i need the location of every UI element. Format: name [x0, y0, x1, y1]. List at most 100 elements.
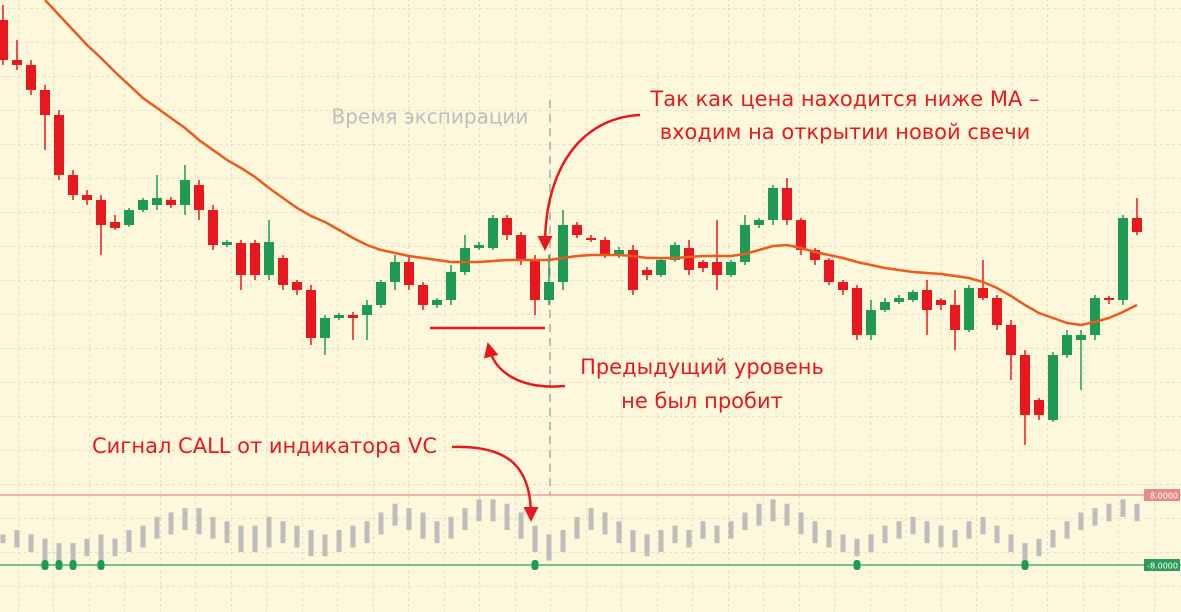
candle-body — [978, 288, 988, 298]
indicator-bar — [966, 521, 972, 539]
indicator-bar — [770, 499, 776, 522]
candle-body — [530, 260, 540, 300]
candle-body — [446, 272, 456, 300]
indicator-bar — [392, 503, 398, 526]
candle-body — [208, 210, 218, 245]
annotation: не был пробит — [621, 389, 783, 413]
indicator-bar — [630, 530, 636, 552]
indicator-bar — [672, 525, 678, 544]
candle-body — [390, 262, 400, 282]
indicator-bar — [994, 525, 1000, 544]
indicator-bar — [462, 508, 468, 530]
indicator-bar — [1092, 508, 1098, 526]
candle-body — [1090, 298, 1100, 335]
candle-body — [1076, 335, 1086, 340]
indicator-bar — [28, 534, 34, 552]
indicator-bar — [616, 521, 622, 544]
candle-body — [950, 305, 960, 330]
indicator-bar — [182, 508, 188, 530]
indicator-bar — [378, 512, 384, 535]
indicator-bar — [1064, 521, 1070, 539]
indicator-bar — [266, 516, 272, 548]
signal-dot — [97, 560, 105, 570]
candle-body — [642, 270, 652, 275]
indicator-bar — [952, 530, 958, 548]
annotation: входим на открытии новой свечи — [660, 120, 1031, 144]
indicator-bar — [0, 534, 6, 544]
indicator-bar — [140, 525, 146, 548]
candle-body — [1006, 325, 1016, 355]
indicator-bar — [742, 512, 748, 530]
arrow — [451, 445, 539, 522]
candle-body — [96, 200, 106, 225]
indicator-bar — [546, 534, 552, 561]
indicator-bar — [1120, 499, 1126, 517]
indicator-bar — [1050, 530, 1056, 548]
candle-body — [1034, 400, 1044, 415]
indicator-bar — [1134, 503, 1140, 522]
candle-body — [12, 60, 22, 65]
indicator-bar — [126, 530, 132, 552]
signal-dot — [41, 560, 49, 570]
indicator-bar — [308, 530, 314, 557]
candle-body — [432, 300, 442, 305]
indicator-bar — [812, 521, 818, 544]
indicator-bar — [448, 516, 454, 539]
indicator-bar — [798, 512, 804, 535]
indicator-bar — [196, 508, 202, 535]
indicator-bar — [602, 512, 608, 535]
candle-body — [782, 188, 792, 220]
indicator-bar — [588, 508, 594, 530]
candle-body — [278, 258, 288, 285]
indicator-bar — [728, 521, 734, 539]
indicator-bar — [42, 538, 48, 561]
indicator-bar — [14, 530, 20, 548]
candle-body — [54, 115, 64, 175]
signal-dot — [531, 560, 539, 570]
annotation: Предыдущий уровень — [580, 355, 824, 379]
candle-body — [516, 235, 526, 260]
candle-body — [1132, 218, 1142, 232]
indicator-bar — [210, 516, 216, 539]
candle-body — [250, 243, 260, 275]
candle-body — [670, 245, 680, 260]
candle-body — [922, 290, 932, 310]
candle-body — [740, 225, 750, 262]
candle-body — [810, 250, 820, 260]
indicator-bar — [714, 525, 720, 544]
candle-body — [614, 250, 624, 255]
indicator-bar — [826, 530, 832, 548]
candle-body — [852, 288, 862, 335]
annotation: Время экспирации — [332, 105, 529, 129]
level-label: 8.0000 — [1150, 492, 1178, 501]
annotation: Сигнал CALL от индикатора VC — [92, 434, 437, 458]
indicator-bar — [420, 512, 426, 539]
indicator-bar — [924, 521, 930, 544]
indicator-bar — [98, 534, 104, 561]
indicator-bar — [154, 516, 160, 539]
indicator-bar — [840, 534, 846, 552]
candle-body — [82, 195, 92, 200]
candle-body — [0, 20, 8, 60]
indicator-bar — [112, 538, 118, 557]
annotation: Так как цена находится ниже МА – — [649, 87, 1039, 111]
candle-body — [586, 238, 596, 240]
candle-body — [754, 220, 764, 225]
candle-body — [502, 218, 512, 235]
candle-body — [908, 292, 918, 300]
indicator-bar — [406, 508, 412, 530]
candle-body — [698, 262, 708, 268]
candle-body — [1118, 218, 1128, 300]
candle-body — [768, 188, 778, 220]
level-label-box — [1144, 489, 1180, 501]
indicator-bar — [238, 525, 244, 552]
indicator-bar — [686, 530, 692, 548]
indicator-bar — [1008, 534, 1014, 552]
candle-body — [880, 302, 890, 310]
candle-body — [1104, 298, 1114, 300]
candle-body — [936, 300, 946, 305]
candle-body — [894, 298, 904, 302]
indicator-bar — [490, 499, 496, 522]
indicator-bar — [70, 543, 76, 565]
